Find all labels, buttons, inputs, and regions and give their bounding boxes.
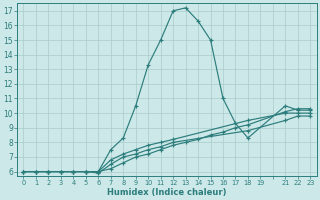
X-axis label: Humidex (Indice chaleur): Humidex (Indice chaleur) [107,188,227,197]
